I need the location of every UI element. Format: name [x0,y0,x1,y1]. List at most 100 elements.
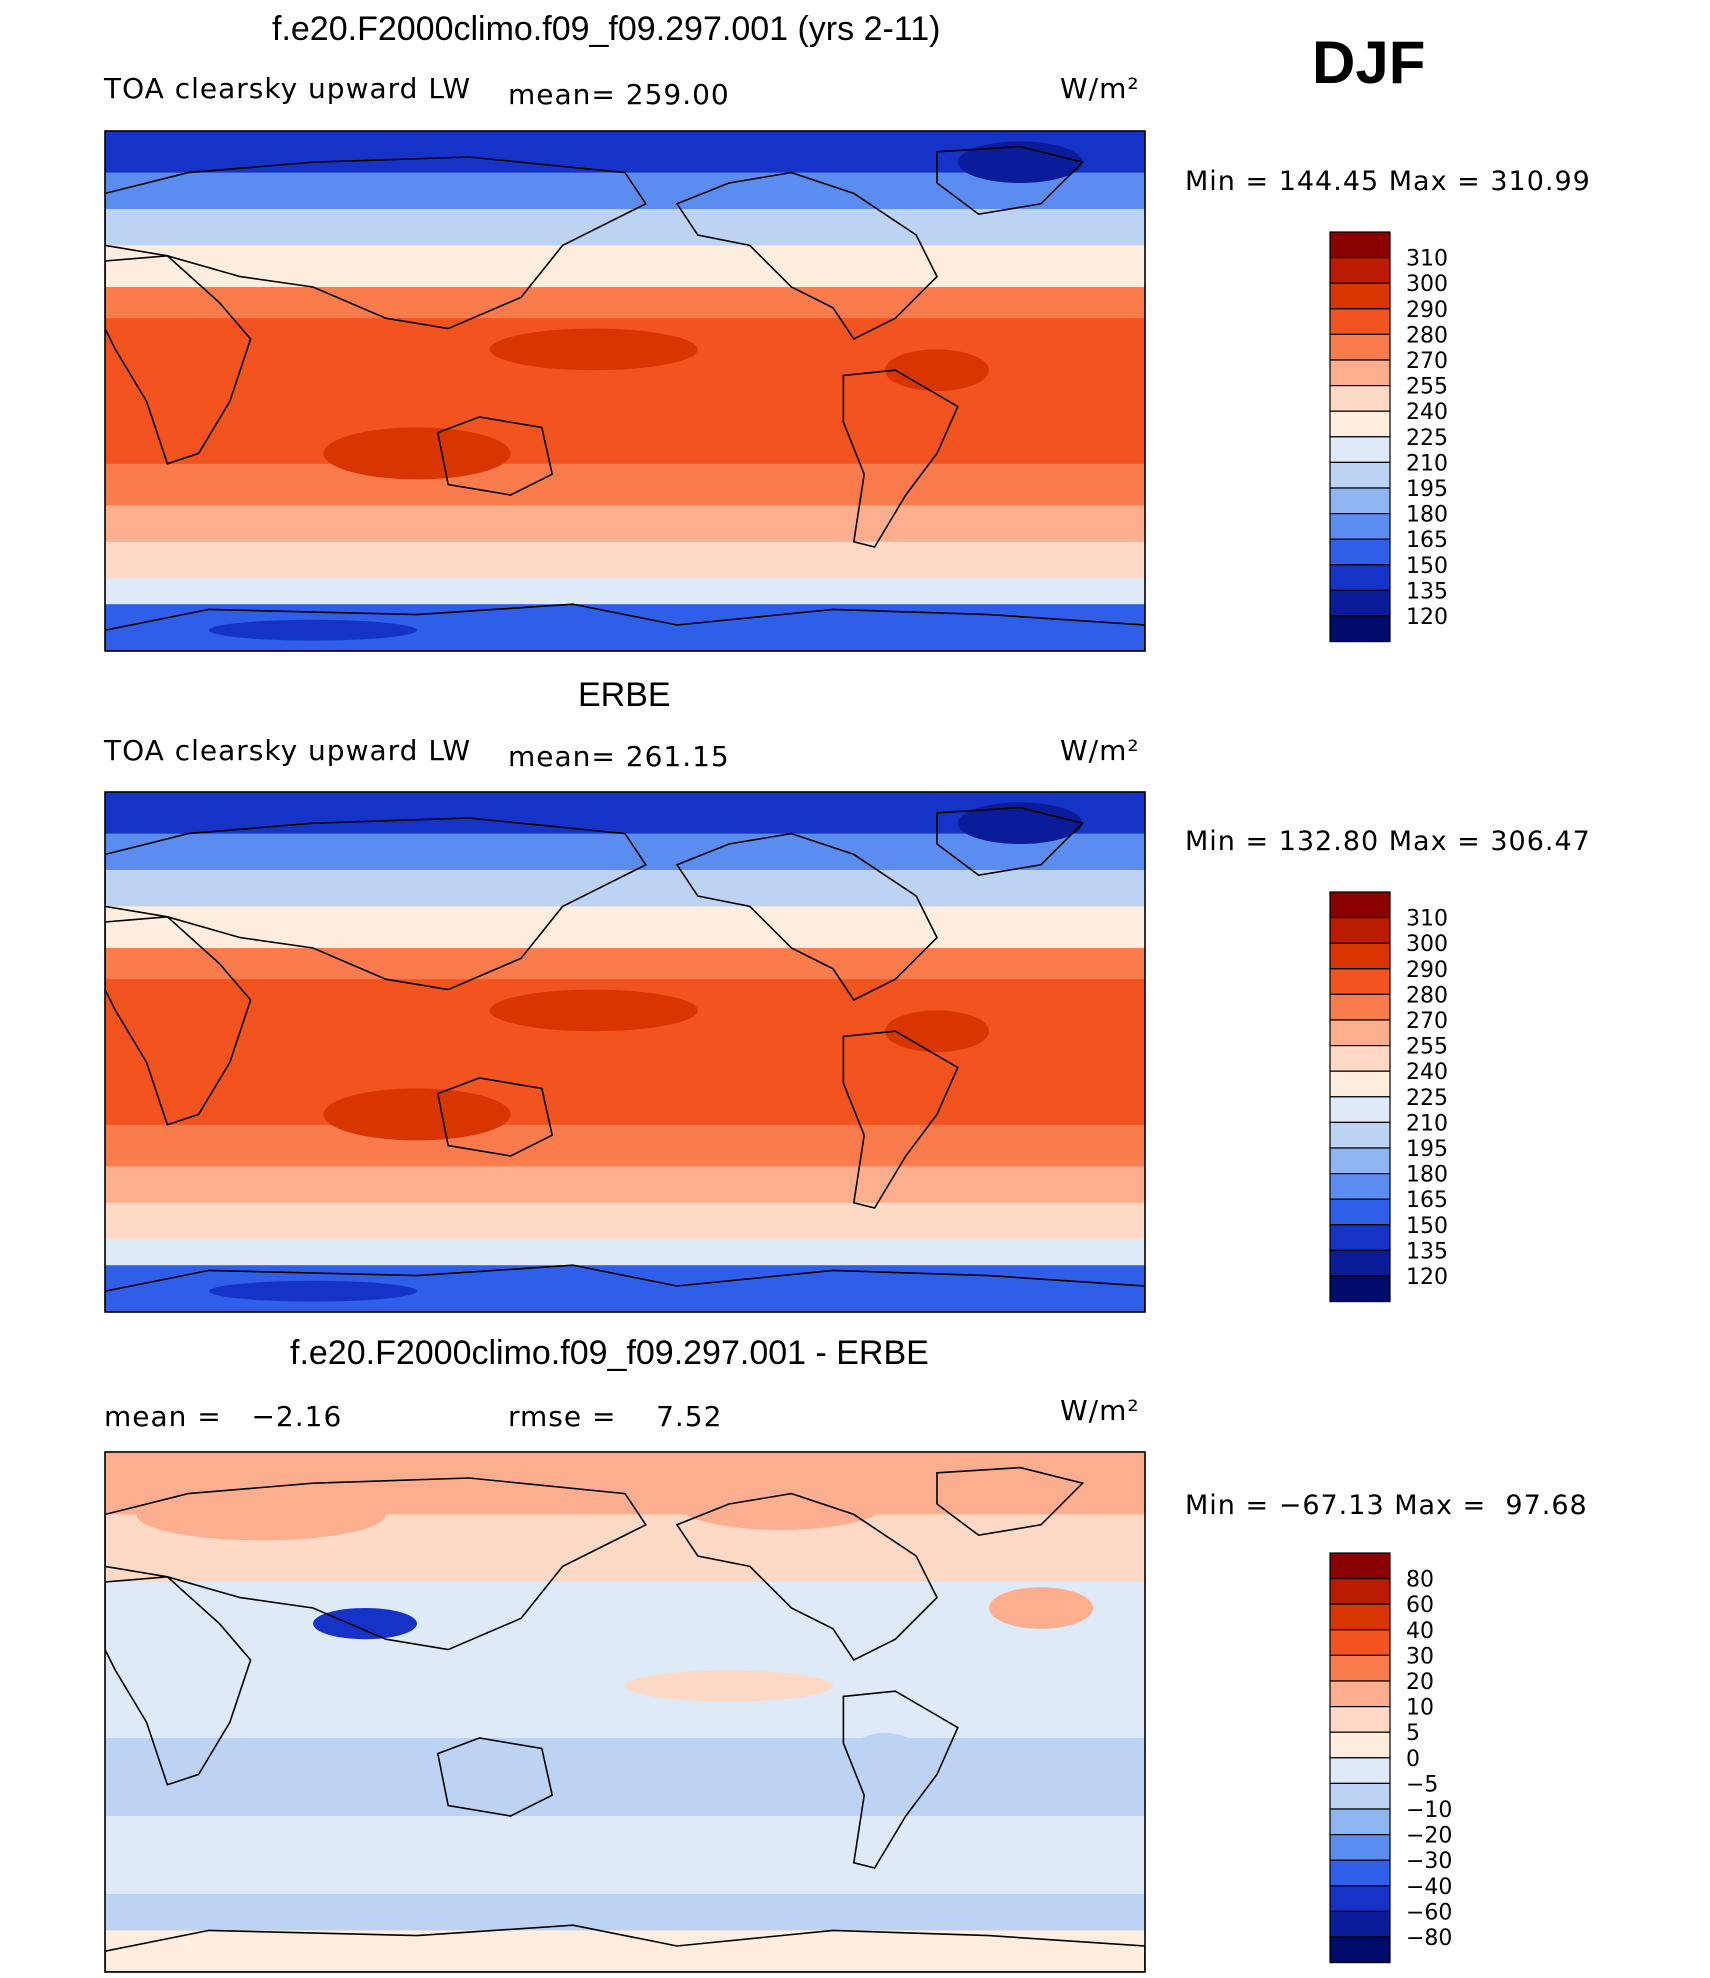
colorbar-tick-label: 300 [1406,272,1448,297]
field-feature [625,1670,833,1702]
colorbar-swatch [1329,461,1391,489]
colorbar-swatch [1329,891,1391,919]
colorbar-swatch [1329,942,1391,970]
map-frame-3 [104,1451,1146,1973]
field-band [105,1738,1145,1817]
field-feature [957,802,1083,844]
coastline-southAmerica [842,1030,959,1209]
coastline-eurasia [105,817,647,991]
panel2-field-label: TOA clearsky upward LW [104,734,472,767]
colorbar-2: 3103002902802702552402252101951801651501… [1329,891,1448,1303]
coastline-northAmerica [675,171,938,341]
colorbar-swatch [1329,1577,1391,1605]
coastline-southAmerica [842,369,959,548]
coastline-northAmerica [675,832,938,1002]
colorbar-swatch [1329,512,1391,540]
map-field-3 [105,1452,1145,1972]
panel3-mean: mean = −2.16 [104,1400,343,1433]
coastline-greenland [936,1466,1085,1537]
colorbar-tick-label: −80 [1406,1926,1452,1951]
colorbar-tick-label: 40 [1406,1619,1434,1644]
colorbar-tick-label: 165 [1406,1188,1448,1213]
field-band [105,541,1145,580]
colorbar-tick-label: −30 [1406,1849,1452,1874]
colorbar-tick-label: 150 [1406,1214,1448,1239]
field-band [105,578,1145,606]
colorbar-swatch [1329,1249,1391,1277]
colorbar-swatch [1329,359,1391,387]
colorbar-tick-label: 255 [1406,1035,1448,1060]
field-feature [323,427,511,480]
field-band [105,172,1145,210]
colorbar-tick-label: 310 [1406,247,1448,272]
colorbar-swatch [1329,615,1391,643]
map-panel-3 [104,1451,1146,1973]
field-band [105,948,1145,981]
field-feature [489,328,698,371]
colorbar-swatch [1329,1910,1391,1938]
field-band [105,287,1145,320]
panel3-rmse: rmse = 7.52 [508,1400,723,1433]
colorbar-swatch [1329,538,1391,566]
colorbar-swatch [1329,282,1391,310]
coastline-africa [105,254,252,465]
field-band [105,1124,1145,1168]
field-band [105,1894,1145,1932]
field-band [105,1202,1145,1241]
colorbar-swatch [1329,589,1391,617]
colorbar-swatch [1329,1859,1391,1887]
map-panel-1 [104,130,1146,652]
colorbar-tick-label: 0 [1406,1747,1420,1772]
map-panel-2 [104,791,1146,1313]
colorbar-tick-label: 80 [1406,1568,1434,1593]
field-band [105,906,1145,949]
colorbar-tick-label: 120 [1406,605,1448,630]
colorbar-swatch [1329,1275,1391,1303]
colorbar-tick-label: 300 [1406,932,1448,957]
colorbar-tick-label: 240 [1406,400,1448,425]
field-feature [209,619,417,641]
field-band [105,463,1145,507]
field-band [105,1816,1145,1895]
colorbar-tick-label: 270 [1406,349,1448,374]
coastline-africa [105,915,252,1126]
colorbar-tick-label: 225 [1406,426,1448,451]
coastline-northAmerica [675,1492,938,1662]
coastline-antarctica [105,1264,1145,1312]
colorbar-swatch [1329,993,1391,1021]
season-label: DJF [1312,29,1426,96]
colorbar-swatch [1329,385,1391,412]
colorbar-tick-label: −40 [1406,1875,1452,1900]
colorbar-swatch [1329,1172,1391,1200]
field-feature [957,141,1083,183]
field-feature [209,1280,417,1302]
colorbar-tick-label: 180 [1406,503,1448,528]
colorbar-tick-label: −10 [1406,1798,1452,1823]
colorbar-swatch [1329,333,1391,361]
colorbar-swatch [1329,1680,1391,1708]
field-band [105,245,1145,288]
colorbar-swatch [1329,436,1391,463]
panel1-minmax: Min = 144.45 Max = 310.99 [1185,166,1591,197]
coastline-eurasia [105,1477,647,1651]
colorbar-swatch [1329,1096,1391,1124]
colorbar-swatch [1329,1044,1391,1072]
colorbar-tick-label: 240 [1406,1060,1448,1085]
colorbar-swatch [1329,1552,1391,1580]
map-field-1 [105,131,1145,651]
field-feature [323,1088,511,1141]
coastline-antarctica [105,603,1145,651]
map-frame-1 [104,130,1146,652]
colorbar-tick-label: 120 [1406,1265,1448,1290]
colorbar-swatch [1329,1121,1391,1149]
field-feature [313,1608,417,1640]
colorbar-swatch [1329,1147,1391,1175]
field-band [105,209,1145,247]
panel2-mean: mean= 261.15 [508,740,730,773]
coastline-africa [105,1575,252,1786]
colorbar-tick-label: 135 [1406,579,1448,604]
field-band [105,870,1145,908]
colorbar-swatch [1329,1224,1391,1252]
field-band [105,505,1145,543]
